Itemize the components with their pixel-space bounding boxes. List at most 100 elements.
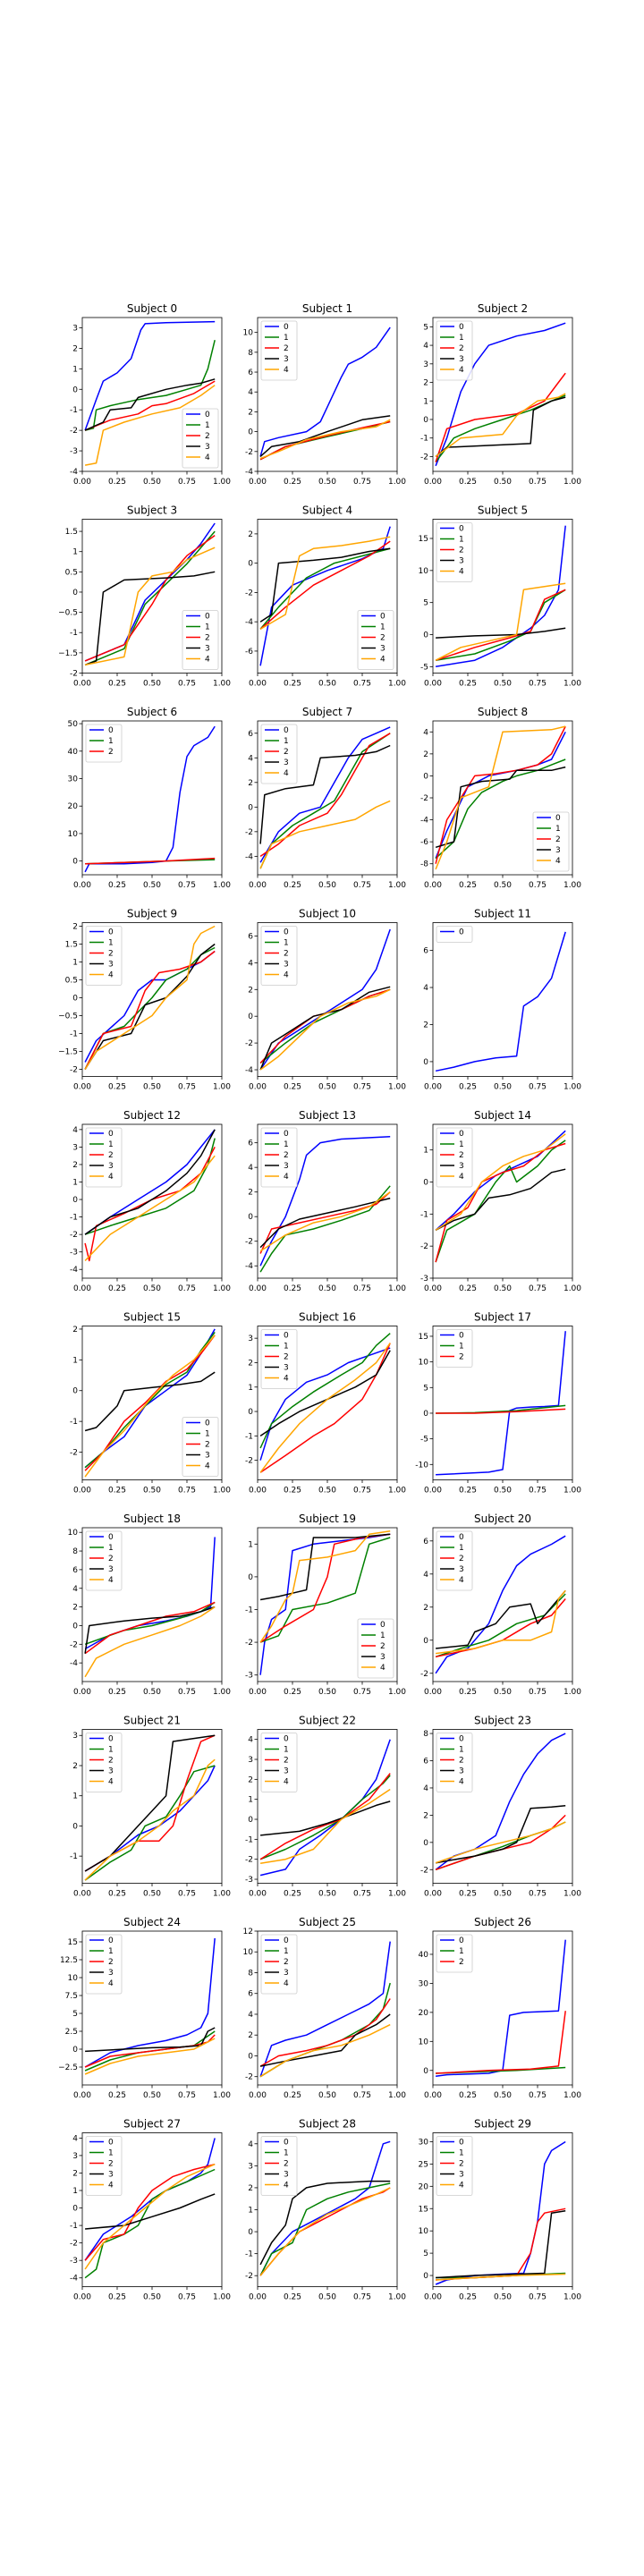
x-tick-label: 1.00 [213,1487,231,1496]
y-tick-label: 2 [423,1604,428,1613]
y-tick-label: 10 [68,1974,79,1983]
series-line-3 [85,2027,216,2053]
y-tick-label: -2 [70,670,78,679]
subplot-26: Subject 260.00 0.25 0.50 0.75 1.000102030400… [419,1916,582,2100]
series-lines [435,1733,566,1871]
series-line-1 [259,547,391,630]
y-tick-label: -1 [245,1606,253,1614]
x-tick-label: 0.25 [459,2293,477,2302]
y-tick-label: -5 [420,1436,428,1445]
series-line-2 [84,534,216,662]
legend-label-0: 0 [205,613,210,622]
y-tick-label: 2 [72,1326,78,1335]
x-tick-label: 0.25 [284,680,301,689]
legend-label-3: 3 [108,1565,114,1574]
y-tick-label: -2 [70,1449,78,1458]
legend-box [436,320,473,381]
legend-box [260,1934,298,1995]
y-tick-label: 5 [423,1384,428,1393]
legend-box [357,610,394,670]
legend-label-0: 0 [380,1621,386,1630]
legend-label-4: 4 [284,1173,289,1182]
x-tick-label: 0.50 [143,1487,161,1496]
x-tick-label: 0.50 [143,1284,161,1293]
legend-label-2: 2 [459,1353,464,1362]
y-tick-label: 0.5 [65,977,78,986]
legend-label-0: 0 [555,814,561,823]
series-lines [435,322,566,467]
subplot-14: Subject 140.00 0.25 0.50 0.75 1.00-3-2-10101… [420,1109,581,1293]
series-lines [435,525,566,668]
x-tick-label: 0.00 [73,2091,91,2100]
x-tick-label: 0.50 [494,1487,512,1496]
legend-box [85,926,123,986]
legend-label-1: 1 [108,1746,114,1755]
x-tick-label: 0.50 [318,881,336,890]
x-tick-label: 0.75 [529,1083,547,1092]
series-line-4 [84,385,216,466]
legend-label-2: 2 [108,2160,114,2169]
legend-label-1: 1 [205,1430,210,1439]
y-tick-label: 10 [68,1529,79,1538]
y-tick-label: -2 [420,1670,428,1679]
series-line-4 [84,925,216,1070]
y-tick-label: 6 [248,1140,253,1148]
legend-label-4: 4 [108,1979,114,1988]
y-tick-label: 20 [419,2009,429,2018]
x-tick-label: 0.00 [73,1284,91,1293]
y-tick-label: 2 [72,344,78,353]
y-tick-label: 15 [419,1333,428,1342]
x-tick-label: 0.25 [459,1890,477,1899]
subplot-22: Subject 220.00 0.25 0.50 0.75 1.00-3-2-10123… [245,1715,406,1899]
x-tick-label: 0.00 [424,1688,442,1697]
subplot-title: Subject 0 [127,302,177,315]
legend-label-2: 2 [108,1555,114,1563]
series-line-2 [259,1998,391,2067]
series-line-3 [84,378,216,431]
legend-box [85,2136,123,2196]
x-tick-label: 0.50 [143,1688,161,1697]
y-tick-label: 0 [72,2205,78,2214]
legend-box [436,1329,473,1368]
y-tick-label: 2 [72,1762,78,1771]
legend: 0 1 2 [436,1934,473,1973]
legend-label-4: 4 [284,971,289,980]
y-tick-label: 3 [72,2152,78,2161]
series-line-0 [435,322,566,467]
legend-label-0: 0 [284,323,289,332]
series-line-3 [436,1589,566,1649]
legend-label-0: 0 [459,928,464,937]
legend-label-1: 1 [284,939,289,948]
x-tick-label: 0.25 [459,1284,477,1293]
y-tick-label: -4 [245,1262,253,1271]
y-tick-label: -4 [70,1659,78,1668]
x-tick-label: 0.50 [143,1083,161,1092]
legend-label-4: 4 [284,769,289,778]
y-tick-label: 30 [68,775,79,784]
legend-label-3: 3 [205,645,210,654]
legend-label-0: 0 [459,323,464,332]
legend-label-2: 2 [284,950,289,959]
y-tick-label: 1 [423,1147,428,1156]
subplot-0: Subject 0 0.00 0.25 0.50 0.75 1.00 -4 -3 -2 -1 0 1 2… [70,302,231,487]
subplot-24: Subject 24 0.00 0.25 0.50 0.75 1.00 −2.5 0 2.5 5 7… [58,1916,231,2100]
legend-label-3: 3 [459,1767,464,1776]
series-line-4 [84,547,216,666]
y-tick-label: -2 [245,1639,253,1648]
series-line-2 [436,1408,566,1414]
x-tick-label: 0.75 [353,2293,371,2302]
legend-label-3: 3 [459,557,464,566]
series-line-4 [259,1788,391,1864]
legend-label-3: 3 [108,2171,114,2180]
series-line-4 [259,2187,391,2276]
y-tick-label: 15 [419,535,428,544]
y-tick-label: 7.5 [65,1992,78,2001]
legend-label-3: 3 [284,758,289,767]
series-lines [436,1331,566,1476]
y-tick-label: 0 [423,2067,428,2076]
y-tick-label: 3 [423,360,428,369]
legend-label-1: 1 [555,825,561,834]
